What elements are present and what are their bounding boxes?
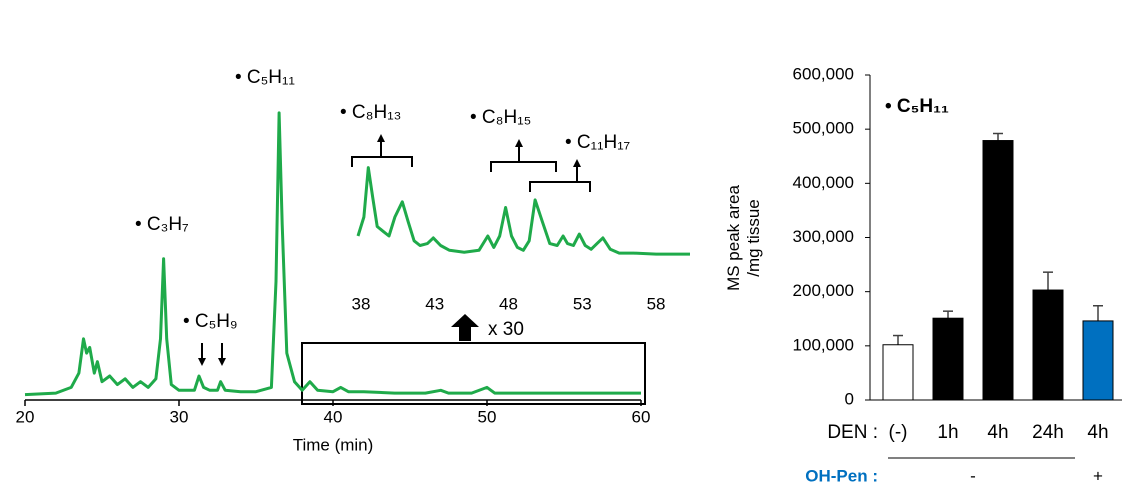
x-tick-label: (-) bbox=[889, 422, 908, 443]
row-value: - bbox=[970, 466, 976, 485]
x-tick-label: 30 bbox=[170, 407, 189, 426]
annotation: • C₈H₁₃ bbox=[340, 102, 401, 123]
annotation: • C₃H₇ bbox=[135, 214, 189, 235]
x-tick-label: 53 bbox=[573, 294, 592, 313]
row-label: DEN : bbox=[827, 422, 878, 443]
annotation: • C₁₁H₁₇ bbox=[565, 132, 630, 153]
annotation: x 30 bbox=[488, 319, 524, 340]
x-tick-label: 50 bbox=[478, 407, 497, 426]
x-tick-label: 38 bbox=[351, 294, 370, 313]
x-axis-label: Time (min) bbox=[293, 435, 374, 454]
bar bbox=[932, 317, 964, 401]
y-axis-label-line: MS peak area bbox=[724, 185, 743, 291]
annotation: • C₅H₁₁ bbox=[235, 67, 295, 88]
big-arrow bbox=[451, 314, 479, 341]
y-tick-label: 300,000 bbox=[793, 227, 854, 246]
x-tick-label: 24h bbox=[1032, 422, 1064, 443]
y-axis-label: MS peak area/mg tissue bbox=[724, 185, 763, 291]
bracket bbox=[490, 161, 557, 172]
trace bbox=[356, 166, 690, 256]
annotation: • C₅H₁₁ bbox=[885, 96, 949, 117]
y-tick-label: 100,000 bbox=[793, 335, 854, 354]
trace bbox=[24, 111, 641, 397]
y-tick-label: 400,000 bbox=[793, 173, 854, 192]
x-tick-label: 4h bbox=[987, 422, 1008, 443]
y-tick-label: 200,000 bbox=[793, 281, 854, 300]
y-tick-label: 500,000 bbox=[793, 119, 854, 138]
row-value: + bbox=[1093, 466, 1103, 485]
x-tick-label: 58 bbox=[647, 294, 666, 313]
x-tick-label: 40 bbox=[324, 407, 343, 426]
x-tick-label: 1h bbox=[937, 422, 958, 443]
annotation: • C₅H₉ bbox=[183, 311, 238, 332]
zoom-box bbox=[301, 342, 646, 405]
row-label: OH-Pen : bbox=[805, 466, 878, 485]
annotation: • C₈H₁₅ bbox=[470, 107, 531, 128]
bar bbox=[982, 140, 1014, 401]
y-axis-label-line: /mg tissue bbox=[744, 199, 763, 276]
x-tick-label: 43 bbox=[425, 294, 444, 313]
y-tick-label: 600,000 bbox=[793, 64, 854, 83]
x-tick-label: 60 bbox=[632, 407, 651, 426]
bracket bbox=[529, 181, 591, 192]
x-tick-label: 20 bbox=[16, 407, 35, 426]
bar bbox=[882, 344, 914, 401]
x-tick-label: 4h bbox=[1087, 422, 1108, 443]
bar bbox=[1082, 320, 1114, 401]
y-tick-label: 0 bbox=[845, 389, 854, 408]
x-tick-label: 48 bbox=[499, 294, 518, 313]
bracket bbox=[351, 156, 413, 167]
bar bbox=[1032, 289, 1064, 401]
